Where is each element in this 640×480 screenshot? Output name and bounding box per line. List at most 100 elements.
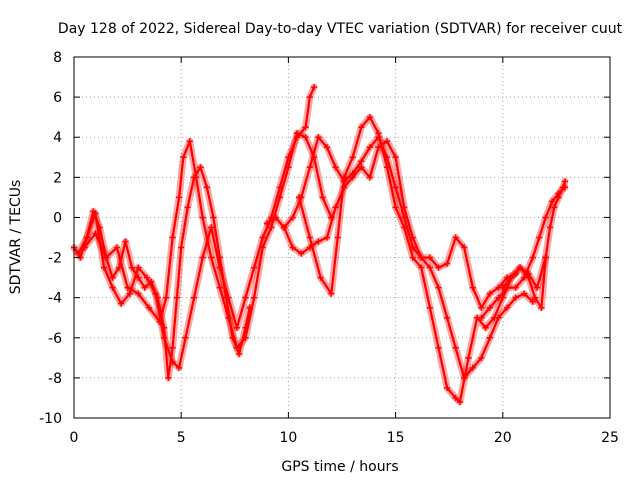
series-track-8 bbox=[477, 183, 569, 322]
series-line bbox=[83, 132, 333, 349]
data-point bbox=[435, 344, 442, 351]
data-point bbox=[465, 354, 472, 361]
data-point bbox=[452, 344, 459, 351]
data-point bbox=[384, 138, 391, 145]
data-point bbox=[426, 264, 433, 271]
data-point bbox=[495, 294, 502, 301]
data-point bbox=[169, 234, 176, 241]
data-point bbox=[508, 274, 515, 281]
data-point bbox=[555, 190, 562, 197]
data-point bbox=[184, 204, 191, 211]
y-tick-label: -4 bbox=[48, 291, 62, 307]
data-point bbox=[216, 284, 223, 291]
data-point bbox=[366, 174, 373, 181]
data-point bbox=[236, 350, 243, 357]
data-point bbox=[384, 154, 391, 161]
data-series bbox=[70, 83, 569, 406]
data-point bbox=[461, 244, 468, 251]
data-point bbox=[482, 324, 489, 331]
data-point bbox=[375, 134, 382, 141]
data-point bbox=[152, 290, 159, 297]
data-point bbox=[191, 294, 198, 301]
data-point bbox=[319, 194, 326, 201]
data-point bbox=[118, 300, 125, 307]
data-point bbox=[276, 194, 283, 201]
series-track-5 bbox=[280, 137, 537, 382]
data-point bbox=[163, 294, 170, 301]
data-point bbox=[161, 334, 168, 341]
data-point bbox=[180, 154, 187, 161]
data-point bbox=[176, 364, 183, 371]
data-point bbox=[311, 84, 318, 91]
data-point bbox=[193, 174, 200, 181]
data-point bbox=[542, 254, 549, 261]
data-point bbox=[323, 144, 330, 151]
data-point bbox=[486, 304, 493, 311]
data-point bbox=[341, 178, 348, 185]
data-point bbox=[268, 224, 275, 231]
x-tick-label: 25 bbox=[601, 430, 619, 446]
series-halo bbox=[477, 183, 569, 322]
data-point bbox=[534, 284, 541, 291]
data-point bbox=[444, 384, 451, 391]
data-point bbox=[444, 260, 451, 267]
data-point bbox=[401, 214, 408, 221]
data-point bbox=[504, 304, 511, 311]
data-point bbox=[210, 214, 217, 221]
data-point bbox=[103, 254, 110, 261]
data-point bbox=[561, 184, 568, 191]
x-tick-label: 10 bbox=[279, 430, 297, 446]
data-point bbox=[83, 234, 90, 241]
data-point bbox=[135, 274, 142, 281]
data-point bbox=[542, 214, 549, 221]
data-point bbox=[358, 164, 365, 171]
data-point bbox=[306, 244, 313, 251]
data-point bbox=[126, 290, 133, 297]
data-point bbox=[392, 154, 399, 161]
chart-title: Day 128 of 2022, Sidereal Day-to-day VTE… bbox=[58, 21, 623, 37]
y-tick-label: 2 bbox=[53, 170, 62, 186]
data-point bbox=[531, 294, 538, 301]
data-point bbox=[358, 124, 365, 131]
y-tick-label: -2 bbox=[48, 251, 62, 267]
data-point bbox=[529, 298, 536, 305]
data-point bbox=[306, 164, 313, 171]
data-point bbox=[452, 234, 459, 241]
series-line bbox=[265, 136, 517, 309]
data-point bbox=[225, 314, 232, 321]
data-point bbox=[109, 274, 116, 281]
data-point bbox=[146, 304, 153, 311]
data-point bbox=[315, 238, 322, 245]
data-point bbox=[216, 264, 223, 271]
data-point bbox=[272, 214, 279, 221]
data-point bbox=[178, 244, 185, 251]
series-track-6 bbox=[263, 133, 520, 312]
data-point bbox=[101, 264, 108, 271]
data-point bbox=[538, 304, 545, 311]
y-tick-label: 4 bbox=[53, 130, 62, 146]
data-point bbox=[418, 254, 425, 261]
series-halo bbox=[74, 83, 318, 372]
data-point bbox=[306, 234, 313, 241]
x-tick-label: 20 bbox=[494, 430, 512, 446]
data-point bbox=[169, 344, 176, 351]
series-line bbox=[77, 85, 316, 369]
data-point bbox=[298, 250, 305, 257]
data-point bbox=[495, 314, 502, 321]
data-point bbox=[208, 254, 215, 261]
data-point bbox=[135, 290, 142, 297]
data-point bbox=[486, 290, 493, 297]
data-point bbox=[259, 234, 266, 241]
data-point bbox=[199, 254, 206, 261]
data-point bbox=[242, 334, 249, 341]
x-tick-label: 0 bbox=[70, 430, 79, 446]
data-point bbox=[233, 344, 240, 351]
data-point bbox=[186, 138, 193, 145]
data-point bbox=[392, 204, 399, 211]
data-point bbox=[341, 184, 348, 191]
x-tick-label: 15 bbox=[387, 430, 405, 446]
y-tick-label: 0 bbox=[53, 210, 62, 226]
data-point bbox=[182, 334, 189, 341]
data-point bbox=[332, 164, 339, 171]
